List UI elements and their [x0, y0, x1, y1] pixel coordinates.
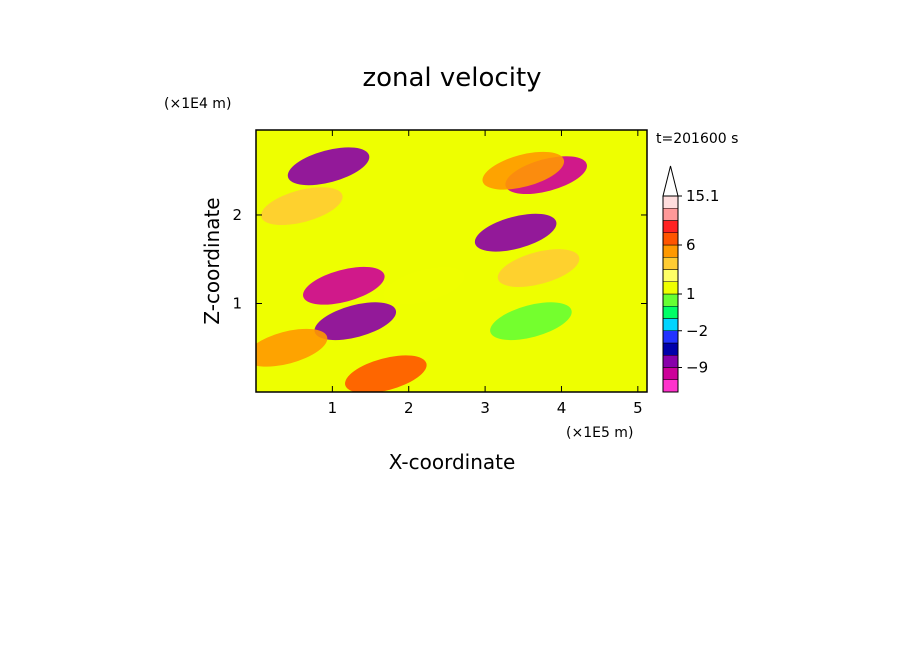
- time-label: t=201600 s: [656, 131, 738, 147]
- colorbar-band: [662, 269, 679, 282]
- colorbar-band: [662, 257, 679, 270]
- colorbar-band: [662, 355, 679, 368]
- colorbar-label: −9: [686, 359, 708, 377]
- field-feature: [303, 266, 385, 305]
- colorbar-band: [662, 318, 679, 331]
- y-tick-label: 1: [232, 294, 242, 312]
- chart-title: zonal velocity: [362, 63, 541, 93]
- y-axis-label: Z-coordinate: [200, 197, 224, 324]
- colorbar-band: [662, 379, 679, 393]
- field-feature: [345, 355, 427, 392]
- x-tick-label: 3: [480, 399, 490, 417]
- colorbar-band: [662, 367, 679, 380]
- field-feature: [314, 302, 397, 341]
- y-tick-label: 2: [232, 206, 242, 224]
- x-tick-label: 2: [404, 399, 414, 417]
- field-feature: [287, 147, 370, 186]
- colorbar-band: [662, 330, 679, 344]
- x-tick-label: 4: [557, 399, 567, 417]
- colorbar-band: [662, 342, 679, 356]
- x-axis-ticks: 1 2 3 4 5: [328, 130, 643, 417]
- x-unit-label: (×1E5 m): [566, 425, 633, 441]
- x-tick-label: 5: [633, 399, 643, 417]
- colorbar-band: [662, 244, 679, 258]
- plot-frame: [255, 129, 648, 393]
- field-feature: [474, 213, 557, 252]
- colorbar-label: 15.1: [686, 187, 719, 205]
- colorbar: 15.1 6 1 −2 −9: [662, 165, 719, 393]
- field-feature: [490, 302, 572, 341]
- y-unit-label: (×1E4 m): [164, 96, 231, 112]
- colorbar-label: 1: [686, 285, 696, 303]
- field-feature: [482, 151, 565, 190]
- colorbar-label: −2: [686, 322, 708, 340]
- velocity-field: [256, 130, 647, 392]
- colorbar-label: 6: [686, 236, 696, 254]
- x-tick-label: 1: [328, 399, 338, 417]
- field-feature: [261, 187, 343, 226]
- colorbar-band: [662, 281, 679, 295]
- colorbar-band: [662, 220, 679, 233]
- colorbar-band: [662, 208, 679, 221]
- colorbar-band: [662, 306, 679, 319]
- colorbar-extend-arrow: [662, 165, 679, 197]
- colorbar-band: [662, 195, 679, 209]
- x-axis-label: X-coordinate: [389, 450, 516, 474]
- colorbar-band: [662, 293, 679, 307]
- colorbar-band: [662, 232, 679, 246]
- y-axis-ticks: 12: [232, 206, 647, 312]
- field-feature: [497, 249, 580, 287]
- field-feature: [383, 266, 465, 305]
- field-feature: [256, 328, 328, 367]
